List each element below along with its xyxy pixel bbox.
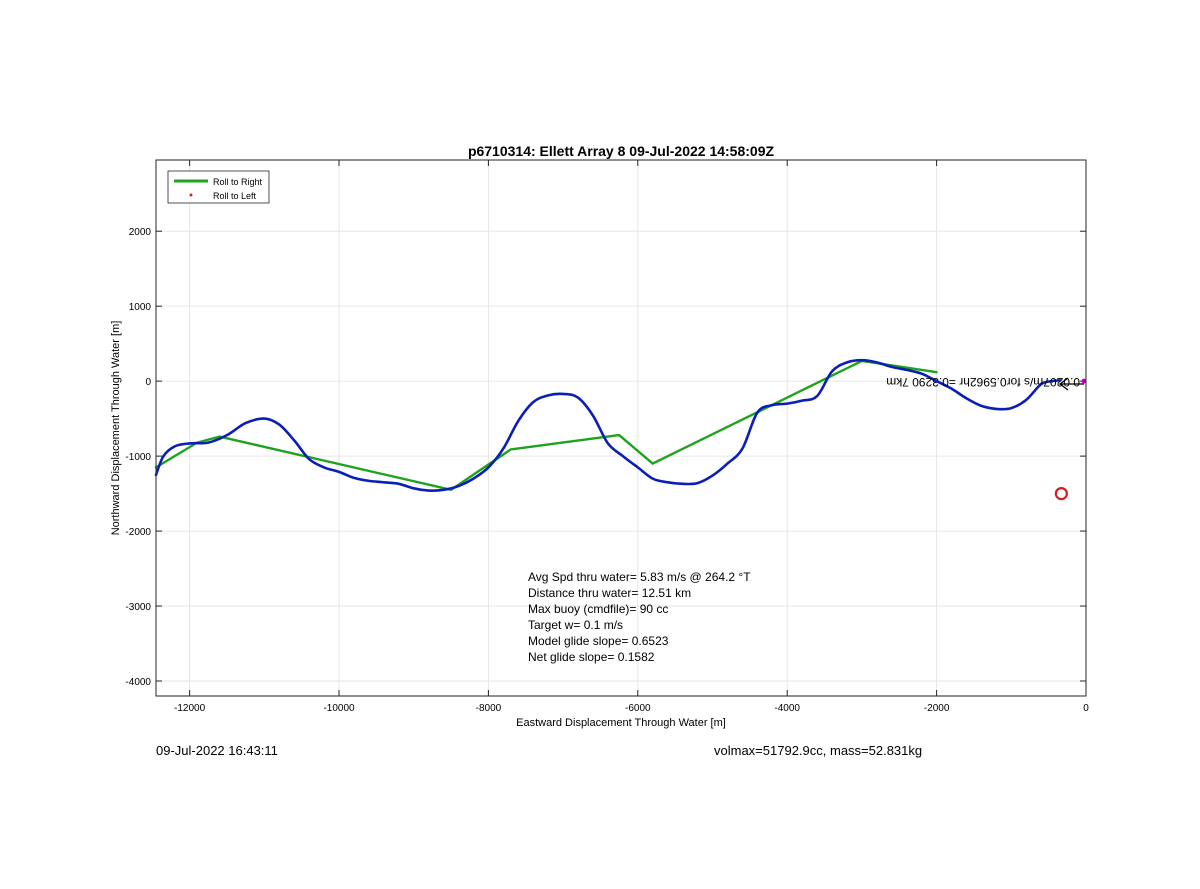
series-line-roll-right <box>154 359 938 491</box>
stat-target-w: Target w= 0.1 m/s <box>528 618 623 632</box>
x-tick-label: -10000 <box>323 703 355 714</box>
x-tick-label: -12000 <box>174 703 206 714</box>
x-tick-label: 0 <box>1083 703 1089 714</box>
axis-ticks: -12000 -10000 -8000 -6000 -4000 -2000 0-4000-3… <box>125 160 1089 714</box>
series-layer <box>154 358 1062 492</box>
stat-avg-speed: Avg Spd thru water= 5.83 m/s @ 264.2 °T <box>528 570 751 584</box>
legend-swatch-roll-left <box>189 193 193 197</box>
legend-label-roll-left: Roll to Left <box>213 191 257 201</box>
legend: Roll to Right Roll to Left <box>167 170 270 204</box>
stats-annotation: Avg Spd thru water= 5.83 m/s @ 264.2 °T … <box>528 570 751 664</box>
stat-net-glide: Net glide slope= 0.1582 <box>528 650 655 664</box>
current-label: 0.0207m/s for0.5962hr =0.3290 7km <box>886 375 1080 389</box>
stat-distance: Distance thru water= 12.51 km <box>528 586 691 600</box>
legend-label-roll-right: Roll to Right <box>213 177 263 187</box>
chart-title: p6710314: Ellett Array 8 09-Jul-2022 14:… <box>468 143 775 159</box>
x-tick-label: -2000 <box>924 703 950 714</box>
x-tick-label: -8000 <box>476 703 502 714</box>
y-tick-label: 2000 <box>129 227 152 238</box>
y-tick-label: 1000 <box>129 302 152 313</box>
current-arrow-head <box>1059 377 1069 391</box>
y-tick-label: -1000 <box>125 452 151 463</box>
plot-area <box>156 160 1086 696</box>
target-circle-marker <box>1054 486 1068 501</box>
x-tick-label: -4000 <box>774 703 800 714</box>
y-axis-label: Northward Displacement Through Water [m] <box>110 321 122 536</box>
y-tick-label: -2000 <box>125 527 151 538</box>
end-point-marker <box>1081 378 1087 384</box>
footer-timestamp: 09-Jul-2022 16:43:11 <box>156 743 278 758</box>
series-line-track <box>154 358 1062 492</box>
stat-model-glide: Model glide slope= 0.6523 <box>528 634 669 648</box>
plot-frame <box>155 159 1087 697</box>
y-tick-label: 0 <box>145 377 151 388</box>
x-tick-label: -6000 <box>625 703 651 714</box>
y-tick-label: -4000 <box>125 677 151 688</box>
y-tick-label: -3000 <box>125 602 151 613</box>
legend-box <box>167 170 270 204</box>
x-axis-label: Eastward Displacement Through Water [m] <box>516 717 726 729</box>
current-arrow <box>1059 377 1084 391</box>
stat-max-buoy: Max buoy (cmdfile)= 90 cc <box>528 602 668 616</box>
footer-volume-mass: volmax=51792.9cc, mass=52.831kg <box>714 743 923 758</box>
marker-layer <box>1054 378 1087 501</box>
